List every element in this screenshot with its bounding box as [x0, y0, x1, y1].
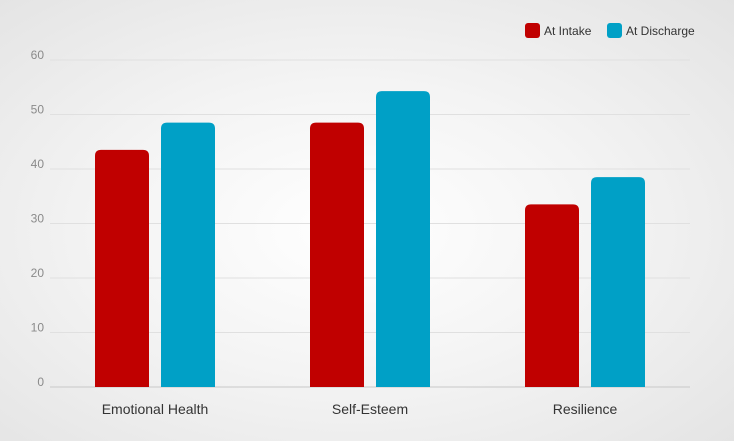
gridlines [50, 59, 690, 388]
legend-item-at-discharge[interactable]: At Discharge [607, 23, 695, 38]
legend[interactable]: At Intake At Discharge [525, 23, 695, 38]
legend-label: At Intake [544, 24, 592, 38]
y-tick-label: 40 [31, 157, 45, 171]
y-axis-ticks: 0 10 20 30 40 50 60 [31, 48, 45, 389]
legend-item-at-intake[interactable]: At Intake [525, 23, 592, 38]
x-axis-labels: Emotional Health Self-Esteem Resilience [102, 401, 618, 417]
legend-label: At Discharge [626, 24, 695, 38]
bar-emotional-health-at-intake [95, 149, 149, 387]
y-tick-label: 50 [31, 103, 45, 117]
bars [95, 91, 645, 388]
x-category-label: Emotional Health [102, 401, 209, 417]
bar-self-esteem-at-intake [310, 122, 364, 388]
bar-emotional-health-at-discharge [161, 122, 215, 388]
x-category-label: Self-Esteem [332, 401, 408, 417]
legend-swatch [525, 23, 540, 38]
y-tick-label: 30 [31, 212, 45, 226]
legend-swatch [607, 23, 622, 38]
bar-self-esteem-at-discharge [376, 91, 430, 387]
y-tick-label: 60 [31, 48, 45, 62]
bar-resilience-at-discharge [591, 177, 645, 387]
y-tick-label: 0 [37, 375, 44, 389]
bar-resilience-at-intake [525, 204, 579, 387]
x-category-label: Resilience [553, 401, 618, 417]
y-tick-label: 10 [31, 321, 45, 335]
y-tick-label: 20 [31, 266, 45, 280]
